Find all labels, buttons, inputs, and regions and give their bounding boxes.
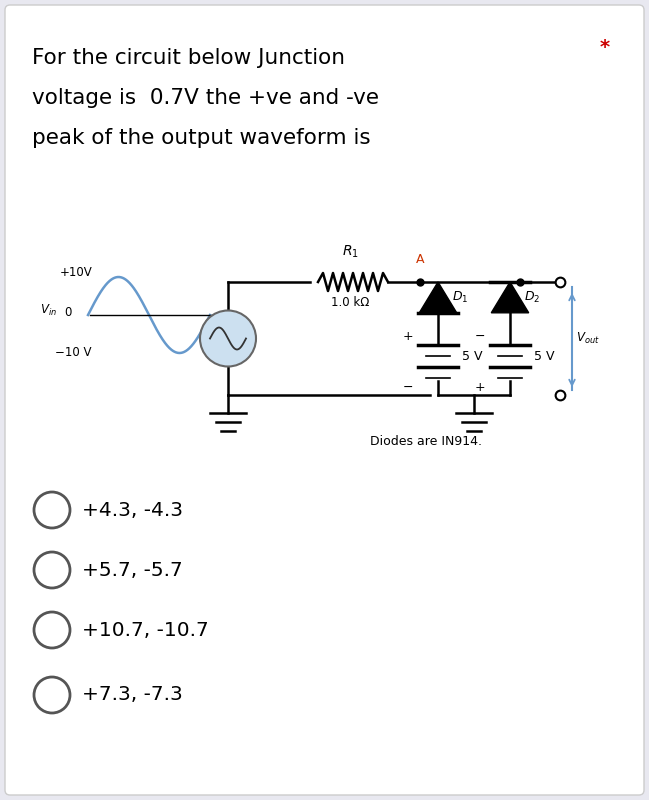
Text: +: +	[402, 330, 413, 343]
Text: 1.0 kΩ: 1.0 kΩ	[331, 296, 369, 309]
Text: Diodes are IN914.: Diodes are IN914.	[370, 435, 482, 448]
Text: peak of the output waveform is: peak of the output waveform is	[32, 128, 371, 148]
Text: 5 V: 5 V	[462, 350, 482, 363]
Text: −: −	[402, 381, 413, 394]
Text: voltage is  0.7V the +ve and -ve: voltage is 0.7V the +ve and -ve	[32, 88, 379, 108]
FancyBboxPatch shape	[5, 5, 644, 795]
Text: For the circuit below Junction: For the circuit below Junction	[32, 48, 345, 68]
Text: +5.7, -5.7: +5.7, -5.7	[82, 561, 183, 579]
Text: 0: 0	[64, 306, 71, 319]
Text: −: −	[474, 330, 485, 343]
Text: +10V: +10V	[60, 266, 93, 278]
Polygon shape	[419, 282, 457, 313]
Text: A: A	[416, 253, 424, 266]
Text: −10 V: −10 V	[55, 346, 92, 358]
Text: +7.3, -7.3: +7.3, -7.3	[82, 686, 183, 705]
Text: +4.3, -4.3: +4.3, -4.3	[82, 501, 183, 519]
Text: +: +	[474, 381, 485, 394]
Circle shape	[200, 310, 256, 366]
Text: $V_{out}$: $V_{out}$	[576, 331, 600, 346]
Text: $D_2$: $D_2$	[524, 290, 540, 305]
Polygon shape	[491, 282, 529, 313]
Text: $D_1$: $D_1$	[452, 290, 469, 305]
Text: +10.7, -10.7: +10.7, -10.7	[82, 621, 209, 639]
Text: $R_1$: $R_1$	[341, 243, 358, 260]
Text: 5 V: 5 V	[534, 350, 554, 363]
Text: *: *	[600, 38, 610, 57]
Text: $V_{in}$: $V_{in}$	[40, 302, 57, 318]
